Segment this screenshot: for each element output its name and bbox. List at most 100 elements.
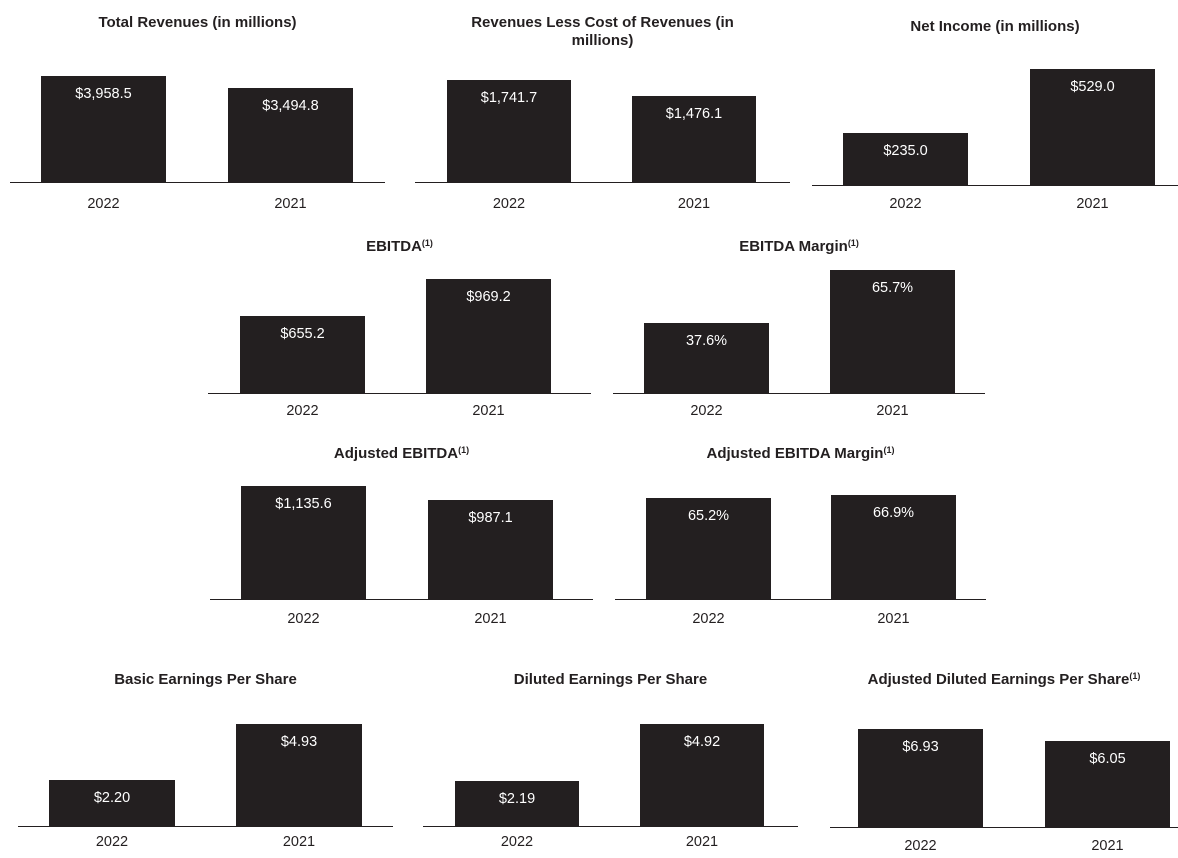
bar-value-label: $1,476.1 (665, 106, 723, 122)
bar-value-label: $655.2 (280, 326, 325, 342)
footnote-marker: (1) (1129, 671, 1141, 681)
chart-title-text: Total Revenues (in millions) (98, 14, 297, 31)
x-tick-label: 2022 (492, 196, 526, 212)
x-tick-label: 2021 (472, 403, 505, 419)
bar-value-label: $235.0 (883, 143, 928, 159)
chart-title: Adjusted EBITDA(1) (210, 445, 593, 463)
x-axis-line (615, 599, 986, 600)
x-axis-line (423, 826, 798, 827)
x-axis-line (10, 182, 385, 183)
x-axis-line (208, 393, 591, 394)
x-axis-line (812, 185, 1178, 186)
x-tick-label: 2021 (474, 611, 507, 627)
bar-2022: $3,958.5 (41, 76, 166, 182)
x-tick-label: 2021 (274, 196, 307, 212)
x-tick-label: 2021 (1091, 838, 1124, 854)
chart-basic-earnings-per-share: Basic Earnings Per Share $2.20 2022 $4.93 20… (18, 671, 393, 854)
chart-title-text: EBITDA Margin (739, 238, 848, 255)
bar-value-label: $3,958.5 (75, 86, 132, 102)
chart-title: Total Revenues (in millions) (10, 14, 385, 32)
x-tick-label: 2021 (876, 403, 909, 419)
bar-2021: $969.2 (426, 279, 551, 393)
x-tick-label: 2021 (685, 834, 719, 850)
chart-title-text: Adjusted EBITDA Margin (706, 445, 884, 462)
bar-2021: $3,494.8 (228, 88, 353, 182)
chart-total-revenues-in-millions: Total Revenues (in millions) $3,958.5 2022… (10, 14, 385, 216)
x-tick-label: 2022 (286, 403, 319, 419)
chart-title-text: EBITDA (366, 238, 422, 255)
chart-title-text: Adjusted EBITDA (333, 445, 459, 462)
chart-title: Revenues Less Cost of Revenues (in milli… (453, 14, 753, 50)
chart-title-text: Basic Earnings Per Share (114, 671, 297, 688)
x-tick-label: 2022 (87, 196, 120, 212)
chart-adjusted-ebitda-margin: Adjusted EBITDA Margin(1) 65.2% 2022 66.9% 2… (615, 445, 986, 631)
bar-2021: $6.05 (1045, 741, 1170, 827)
chart-net-income-in-millions: Net Income (in millions) $235.0 2022 $529.0… (812, 18, 1178, 216)
x-tick-label: 2021 (677, 196, 711, 212)
bar-2022: 37.6% (644, 323, 769, 393)
chart-title: Adjusted EBITDA Margin(1) (615, 445, 986, 463)
bar-2021: $1,476.1 (632, 96, 756, 182)
chart-adjusted-ebitda: Adjusted EBITDA(1) $1,135.6 2022 $987.1 2021 (210, 445, 593, 631)
x-tick-label: 2021 (877, 611, 910, 627)
chart-title: Adjusted Diluted Earnings Per Share(1) (854, 671, 1154, 689)
x-tick-label: 2022 (287, 611, 320, 627)
chart-ebitda-margin: EBITDA Margin(1) 37.6% 2022 65.7% 2021 (613, 238, 985, 423)
bar-value-label: $4.92 (683, 734, 721, 750)
chart-title: Basic Earnings Per Share (18, 671, 393, 689)
chart-title-text: Diluted Earnings Per Share (513, 671, 708, 688)
bar-2022: $235.0 (843, 133, 968, 185)
bar-2021: $529.0 (1030, 69, 1155, 185)
bar-value-label: 37.6% (685, 333, 728, 349)
bar-value-label: 66.9% (872, 505, 915, 521)
x-tick-label: 2022 (500, 834, 534, 850)
bar-2021: 65.7% (830, 270, 955, 393)
footnote-marker: (1) (883, 445, 895, 455)
bar-value-label: $6.93 (902, 739, 939, 755)
bar-2021: 66.9% (831, 495, 956, 599)
bar-value-label: $969.2 (466, 289, 511, 305)
x-tick-label: 2022 (904, 838, 937, 854)
bar-2022: $655.2 (240, 316, 365, 393)
x-tick-label: 2022 (690, 403, 723, 419)
chart-diluted-earnings-per-share: Diluted Earnings Per Share $2.19 2022 $4.92… (423, 671, 798, 854)
bar-2022: $2.19 (455, 781, 579, 826)
x-axis-line (415, 182, 790, 183)
x-tick-label: 2021 (282, 834, 316, 850)
chart-revenues-less-cost-of-revenues-in-millions: Revenues Less Cost of Revenues (in milli… (415, 14, 790, 216)
chart-title: EBITDA Margin(1) (613, 238, 985, 256)
x-axis-line (18, 826, 393, 827)
bar-value-label: 65.7% (871, 280, 914, 296)
bar-value-label: $529.0 (1070, 79, 1115, 95)
x-axis-line (613, 393, 985, 394)
bar-value-label: $2.20 (93, 790, 131, 806)
footnote-marker: (1) (847, 238, 859, 248)
bar-value-label: $3,494.8 (262, 98, 319, 114)
x-tick-label: 2022 (692, 611, 725, 627)
bar-2022: $6.93 (858, 729, 983, 827)
chart-adjusted-diluted-earnings-per-share: Adjusted Diluted Earnings Per Share(1) $6… (830, 671, 1178, 858)
bar-2021: $4.92 (640, 724, 764, 826)
chart-title-text: Revenues Less Cost of Revenues (in milli… (471, 14, 734, 49)
bar-value-label: $6.05 (1089, 751, 1126, 767)
footnote-marker: (1) (421, 238, 433, 248)
bar-value-label: $2.19 (498, 791, 536, 807)
chart-title-text: Adjusted Diluted Earnings Per Share (867, 671, 1130, 688)
bar-value-label: $1,135.6 (275, 496, 332, 512)
x-tick-label: 2022 (95, 834, 129, 850)
chart-title-text: Net Income (in millions) (910, 18, 1080, 35)
x-axis-line (210, 599, 593, 600)
bar-2021: $4.93 (236, 724, 362, 826)
bar-value-label: 65.2% (687, 508, 730, 524)
chart-title: Diluted Earnings Per Share (423, 671, 798, 689)
bar-2022: 65.2% (646, 498, 771, 599)
x-axis-line (830, 827, 1178, 828)
bar-2022: $1,741.7 (447, 80, 571, 182)
chart-ebitda: EBITDA(1) $655.2 2022 $969.2 2021 (208, 238, 591, 423)
bar-value-label: $1,741.7 (480, 90, 538, 106)
bar-value-label: $987.1 (468, 510, 513, 526)
bar-2021: $987.1 (428, 500, 553, 599)
bar-2022: $2.20 (49, 780, 175, 826)
bar-2022: $1,135.6 (241, 486, 366, 599)
